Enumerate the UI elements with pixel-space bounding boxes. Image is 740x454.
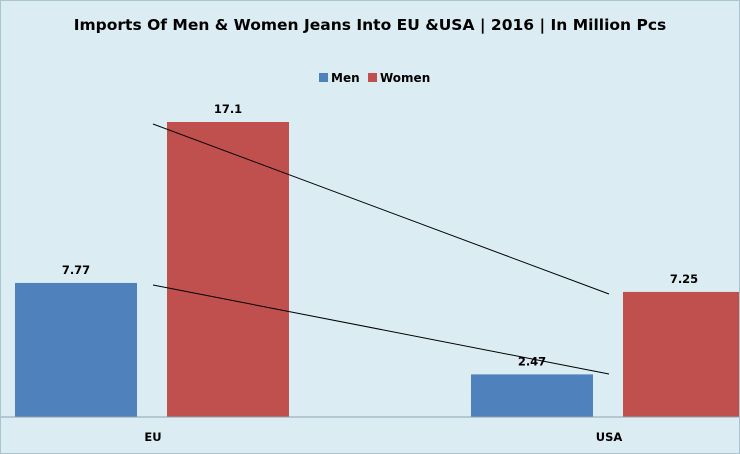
data-label-men-eu: 7.77 xyxy=(62,263,90,277)
legend-swatch-women xyxy=(368,73,377,82)
bar-men-usa xyxy=(471,374,593,417)
bars xyxy=(15,122,739,417)
legend-label-men: Men xyxy=(331,71,360,85)
category-labels: EU USA xyxy=(144,430,622,444)
chart-title: Imports Of Men & Women Jeans Into EU &US… xyxy=(74,16,666,35)
data-label-women-usa: 7.25 xyxy=(670,272,698,286)
trend-line-men xyxy=(152,284,610,375)
bar-women-eu xyxy=(167,122,289,417)
category-label-eu: EU xyxy=(144,430,161,444)
legend: Men Women xyxy=(319,71,430,85)
trend-lines xyxy=(152,123,610,375)
legend-label-women: Women xyxy=(380,71,430,85)
trend-line-women xyxy=(152,123,610,295)
bar-women-usa xyxy=(623,291,739,417)
data-label-women-eu: 17.1 xyxy=(214,102,242,116)
bar-men-eu xyxy=(15,282,137,417)
data-label-men-usa: 2.47 xyxy=(518,354,546,368)
data-labels: 7.77 2.47 17.1 7.25 xyxy=(62,102,698,368)
legend-swatch-men xyxy=(319,73,328,82)
category-label-usa: USA xyxy=(596,430,623,444)
